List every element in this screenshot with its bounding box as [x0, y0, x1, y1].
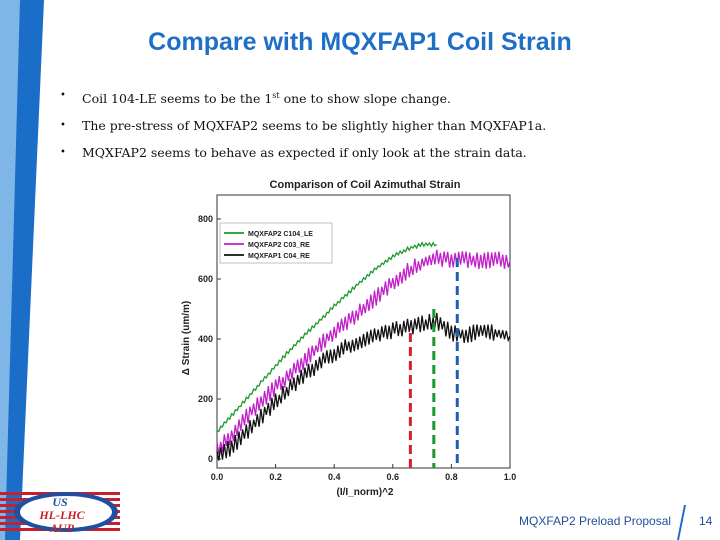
series-line — [216, 312, 511, 461]
series-line — [216, 241, 438, 433]
chart-markers — [408, 258, 459, 468]
chart-ylabel: Δ Strain (um/m) — [181, 301, 192, 375]
bullet-item: • Coil 104-LE seems to be the 1st one to … — [58, 88, 698, 107]
slide-title: Compare with MQXFAP1 Coil Strain — [148, 28, 572, 56]
logo-line3: AUP — [49, 521, 75, 535]
bullet-text: Coil 104-LE seems to be the 1 — [82, 91, 273, 107]
x-tick-label: 0.2 — [269, 472, 282, 482]
chart-title: Comparison of Coil Azimuthal Strain — [270, 179, 461, 191]
chart-series — [216, 241, 511, 461]
x-tick-label: 0.4 — [328, 472, 341, 482]
bullet-dot: • — [60, 147, 66, 159]
x-tick-label: 1.0 — [504, 472, 517, 482]
bullet-text-tail: one to show slope change. — [279, 91, 451, 107]
legend-label: MQXFAP1 C04_RE — [248, 253, 310, 260]
bullet-dot: • — [60, 90, 66, 101]
left-decoration — [0, 0, 44, 540]
x-tick-label: 0.6 — [387, 472, 400, 482]
chart-xlabel: (I/I_norm)^2 — [337, 487, 394, 498]
logo-line1: US — [52, 495, 68, 509]
strain-chart: Comparison of Coil Azimuthal Strain 0.0 0… — [181, 179, 517, 498]
bullet-text: The pre-stress of MQXFAP2 seems to be sl… — [82, 118, 547, 134]
chart-legend: MQXFAP2 C104_LE MQXFAP2 C03_RE MQXFAP1 C04… — [219, 222, 333, 264]
series-line — [216, 249, 511, 455]
legend-box — [219, 222, 333, 264]
plot-frame — [216, 194, 511, 469]
x-tick-label: 0.8 — [445, 472, 458, 482]
footer-text: MQXFAP2 Preload Proposal — [519, 514, 672, 528]
bullet-text: MQXFAP2 seems to behave as expected if o… — [82, 145, 527, 161]
y-tick-label: 600 — [198, 274, 213, 284]
x-tick-label: 0.0 — [211, 472, 224, 482]
bullet-item: • The pre-stress of MQXFAP2 seems to be s… — [58, 118, 698, 134]
legend-label: MQXFAP2 C104_LE — [248, 231, 313, 238]
bullet-superscript: st — [272, 91, 280, 100]
bullet-item: • MQXFAP2 seems to behave as expected if … — [58, 145, 698, 161]
y-tick-label: 0 — [208, 454, 213, 464]
y-tick-label: 800 — [198, 214, 213, 224]
page-number: 14 — [699, 514, 713, 528]
bullet-dot: • — [60, 120, 66, 132]
footer-divider — [677, 505, 686, 540]
legend-label: MQXFAP2 C03_RE — [248, 242, 310, 249]
bullet-list: • Coil 104-LE seems to be the 1st one to … — [58, 88, 698, 172]
logo-line2: HL-LHC — [38, 508, 85, 522]
y-tick-label: 200 — [198, 394, 213, 404]
us-hl-lhc-aup-logo: US HL-LHC AUP — [0, 492, 120, 535]
y-tick-label: 400 — [198, 334, 213, 344]
